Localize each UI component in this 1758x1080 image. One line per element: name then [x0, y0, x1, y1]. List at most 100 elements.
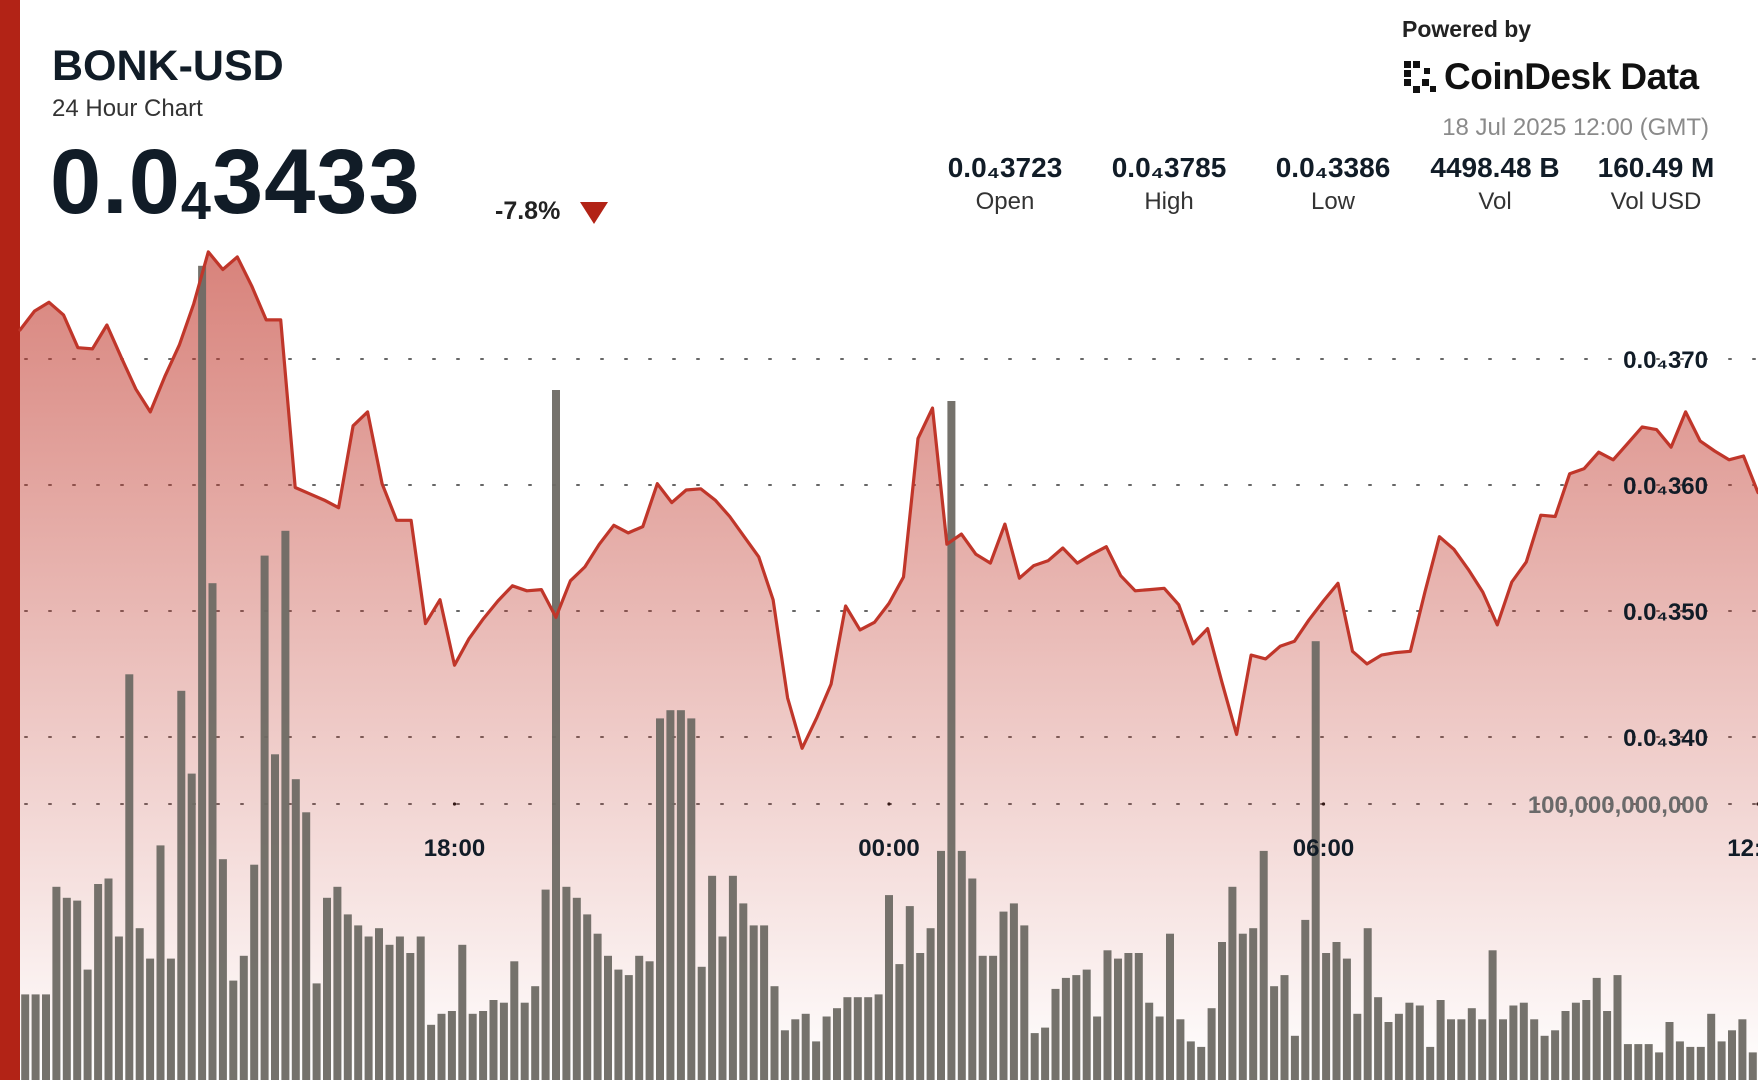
volume-bar [510, 961, 519, 1080]
volume-bar [728, 875, 737, 1080]
volume-bar [1467, 1008, 1476, 1080]
volume-bar [1342, 958, 1351, 1080]
volume-bar [947, 401, 956, 1080]
volume-bar [1114, 958, 1122, 1080]
volume-bar [260, 555, 269, 1080]
volume-bar [187, 773, 196, 1080]
volume-bar [271, 754, 279, 1080]
volume-bar [1405, 1002, 1414, 1080]
volume-bar [718, 936, 727, 1080]
volume-bar [416, 936, 425, 1080]
volume-bar [552, 390, 560, 1080]
volume-bar [1249, 928, 1258, 1080]
volume-bar [520, 1002, 529, 1080]
powered-by-label: Powered by [1402, 16, 1532, 42]
volume-bar [1176, 1019, 1185, 1080]
volume-bar [1353, 1013, 1362, 1080]
current-price: 0.043433 [50, 132, 421, 245]
volume-bar [499, 1002, 508, 1080]
volume-bar [1166, 933, 1174, 1080]
volume-bar [1041, 1027, 1050, 1080]
chart-timestamp: 18 Jul 2025 12:00 (GMT) [1442, 114, 1709, 141]
volume-bar [687, 718, 696, 1080]
stat-label: Low [1310, 188, 1356, 215]
volume-bar [1197, 1046, 1206, 1080]
volume-bar [1145, 1002, 1154, 1080]
volume-bar [114, 936, 123, 1080]
down-arrow-icon [580, 202, 608, 224]
price-line [18, 250, 1758, 750]
volume-bar [468, 1013, 477, 1080]
volume-bar [198, 265, 207, 1080]
volume-bar [1290, 1035, 1299, 1080]
volume-bar [833, 1008, 841, 1080]
volume-bar [843, 997, 852, 1080]
volume-bar [1686, 1046, 1695, 1080]
volume-bar [312, 983, 321, 1080]
volume-bar [385, 944, 394, 1080]
volume-bar [42, 994, 50, 1080]
volume-bar [1270, 986, 1279, 1080]
volume-bar [1436, 1000, 1445, 1080]
volume-bar [156, 845, 165, 1080]
y-tick-label: 0.0₄360 [1623, 473, 1708, 500]
volume-bar [1155, 1016, 1164, 1080]
volume-bar [1020, 925, 1029, 1080]
volume-bar [83, 969, 92, 1080]
volume-bar [1540, 1035, 1549, 1080]
volume-bar [541, 889, 550, 1080]
price-main: 0.0 [50, 131, 181, 233]
volume-bar [1415, 1005, 1424, 1080]
volume-bar [208, 583, 217, 1080]
x-tick-label: 18:00 [424, 835, 485, 862]
volume-bar [1675, 1041, 1684, 1080]
volume-bar [1623, 1044, 1632, 1080]
volume-bar [31, 994, 40, 1080]
volume-bar [1717, 1041, 1726, 1080]
volume-bar [1332, 942, 1341, 1080]
volume-bar [1322, 953, 1331, 1080]
price-zero-count: 4 [180, 171, 212, 231]
volume-bar [1499, 1019, 1507, 1080]
volume-bar [229, 980, 238, 1080]
price-line-group [18, 250, 1758, 750]
stat-high: 0.0₄3785 High [1089, 152, 1249, 216]
volume-bar [458, 944, 467, 1080]
volume-bar [1218, 942, 1226, 1080]
volume-bar [1561, 1011, 1570, 1080]
volume-bar [916, 953, 925, 1080]
volume-bar [1051, 988, 1060, 1080]
volume-bar [1394, 1013, 1403, 1080]
volume-bar [1530, 1019, 1539, 1080]
volume-bar [1551, 1030, 1560, 1080]
volume-bar [749, 925, 758, 1080]
volume-bar [895, 964, 904, 1080]
volume-bar [1519, 1002, 1528, 1080]
axis-labels: 0.0₄370 0.0₄360 0.0₄350 0.0₄340 100,000,000,… [424, 347, 1758, 862]
price-area [20, 251, 1758, 1080]
stat-vol-usd: 160.49 M Vol USD [1576, 152, 1736, 216]
volume-bar [52, 886, 61, 1080]
volume-bar [760, 925, 769, 1080]
volume-bar [937, 850, 945, 1080]
volume-bar [406, 953, 415, 1080]
volume-bar [343, 914, 352, 1080]
volume-bar [135, 928, 144, 1080]
volume-bar [323, 897, 331, 1080]
volume-bar [1009, 903, 1018, 1080]
volume-bar [770, 986, 779, 1080]
volume-bar [1728, 1030, 1736, 1080]
volume-bar [375, 928, 383, 1080]
volume-bar [1509, 1005, 1518, 1080]
volume-bar [1665, 1022, 1674, 1080]
volume-bar [1696, 1046, 1705, 1080]
volume-bar [1186, 1041, 1195, 1080]
volume-bar [21, 994, 30, 1080]
volume-bar [333, 886, 342, 1080]
volume-bar [989, 955, 998, 1080]
volume-bars [21, 265, 1757, 1080]
volume-bar [978, 955, 987, 1080]
coindesk-brand: CoinDesk Data [1402, 56, 1699, 98]
volume-bar [853, 997, 862, 1080]
